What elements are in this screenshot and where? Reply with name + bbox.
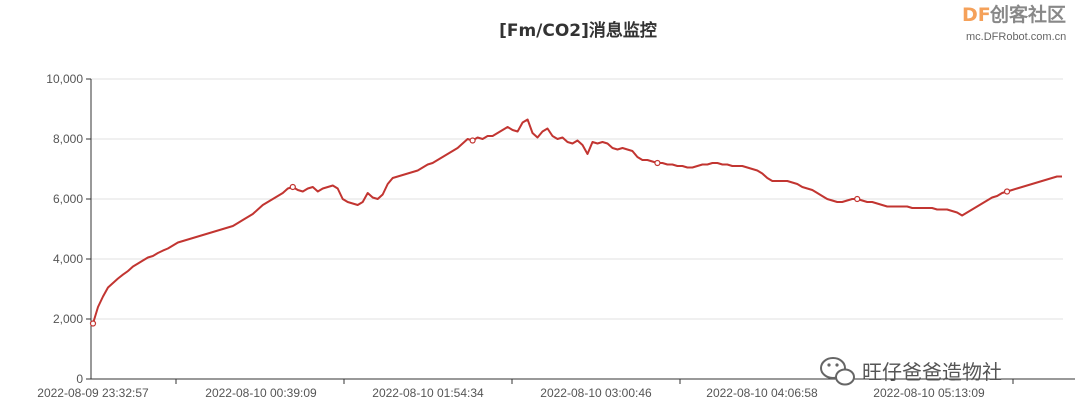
data-point-marker[interactable] xyxy=(89,320,97,327)
data-point-marker[interactable] xyxy=(854,195,861,203)
logo-url-text: mc.DFRobot.com.cn xyxy=(966,31,1066,43)
logo-cn-text: 创客社区 xyxy=(989,3,1066,26)
wechat-icon xyxy=(820,357,855,386)
grid-lines xyxy=(91,78,1063,320)
logo: DF 创客社区 mc.DFRobot.com.cn xyxy=(962,3,1066,43)
x-tick-label: 2022-08-10 00:39:09 xyxy=(205,386,317,400)
data-point-marker[interactable] xyxy=(1003,188,1011,195)
y-tick-label: 6,000 xyxy=(53,192,83,206)
x-tick-label: 2022-08-10 01:54:34 xyxy=(372,386,484,400)
x-tick-label: 2022-08-09 23:32:57 xyxy=(37,386,149,400)
y-tick-label: 10,000 xyxy=(46,72,83,86)
y-tick-label: 4,000 xyxy=(53,252,83,266)
y-tick-label: 2,000 xyxy=(53,312,83,326)
y-axis: 0 2,000 4,000 6,000 8,000 10,000 xyxy=(46,72,92,386)
series-line-group xyxy=(89,118,1062,327)
y-tick-label: 8,000 xyxy=(53,132,83,146)
x-axis: 2022-08-09 23:32:57 2022-08-10 00:39:09 20… xyxy=(37,378,1075,400)
x-tick-label: 2022-08-10 05:13:09 xyxy=(873,386,985,400)
series-line xyxy=(92,118,1062,324)
data-point-marker[interactable] xyxy=(654,159,661,167)
wechat-account-name: 旺仔爸爸造物社 xyxy=(862,360,1002,384)
y-tick-label: 0 xyxy=(76,372,83,386)
x-tick-label: 2022-08-10 04:06:58 xyxy=(706,386,818,400)
chart-title: [Fm/CO2]消息监控 xyxy=(499,20,657,41)
data-point-marker[interactable] xyxy=(289,183,296,191)
logo-df-text: DF xyxy=(962,4,991,26)
wechat-watermark: 旺仔爸爸造物社 xyxy=(820,357,1002,386)
data-point-marker[interactable] xyxy=(469,137,476,144)
x-tick-label: 2022-08-10 03:00:46 xyxy=(540,386,652,400)
